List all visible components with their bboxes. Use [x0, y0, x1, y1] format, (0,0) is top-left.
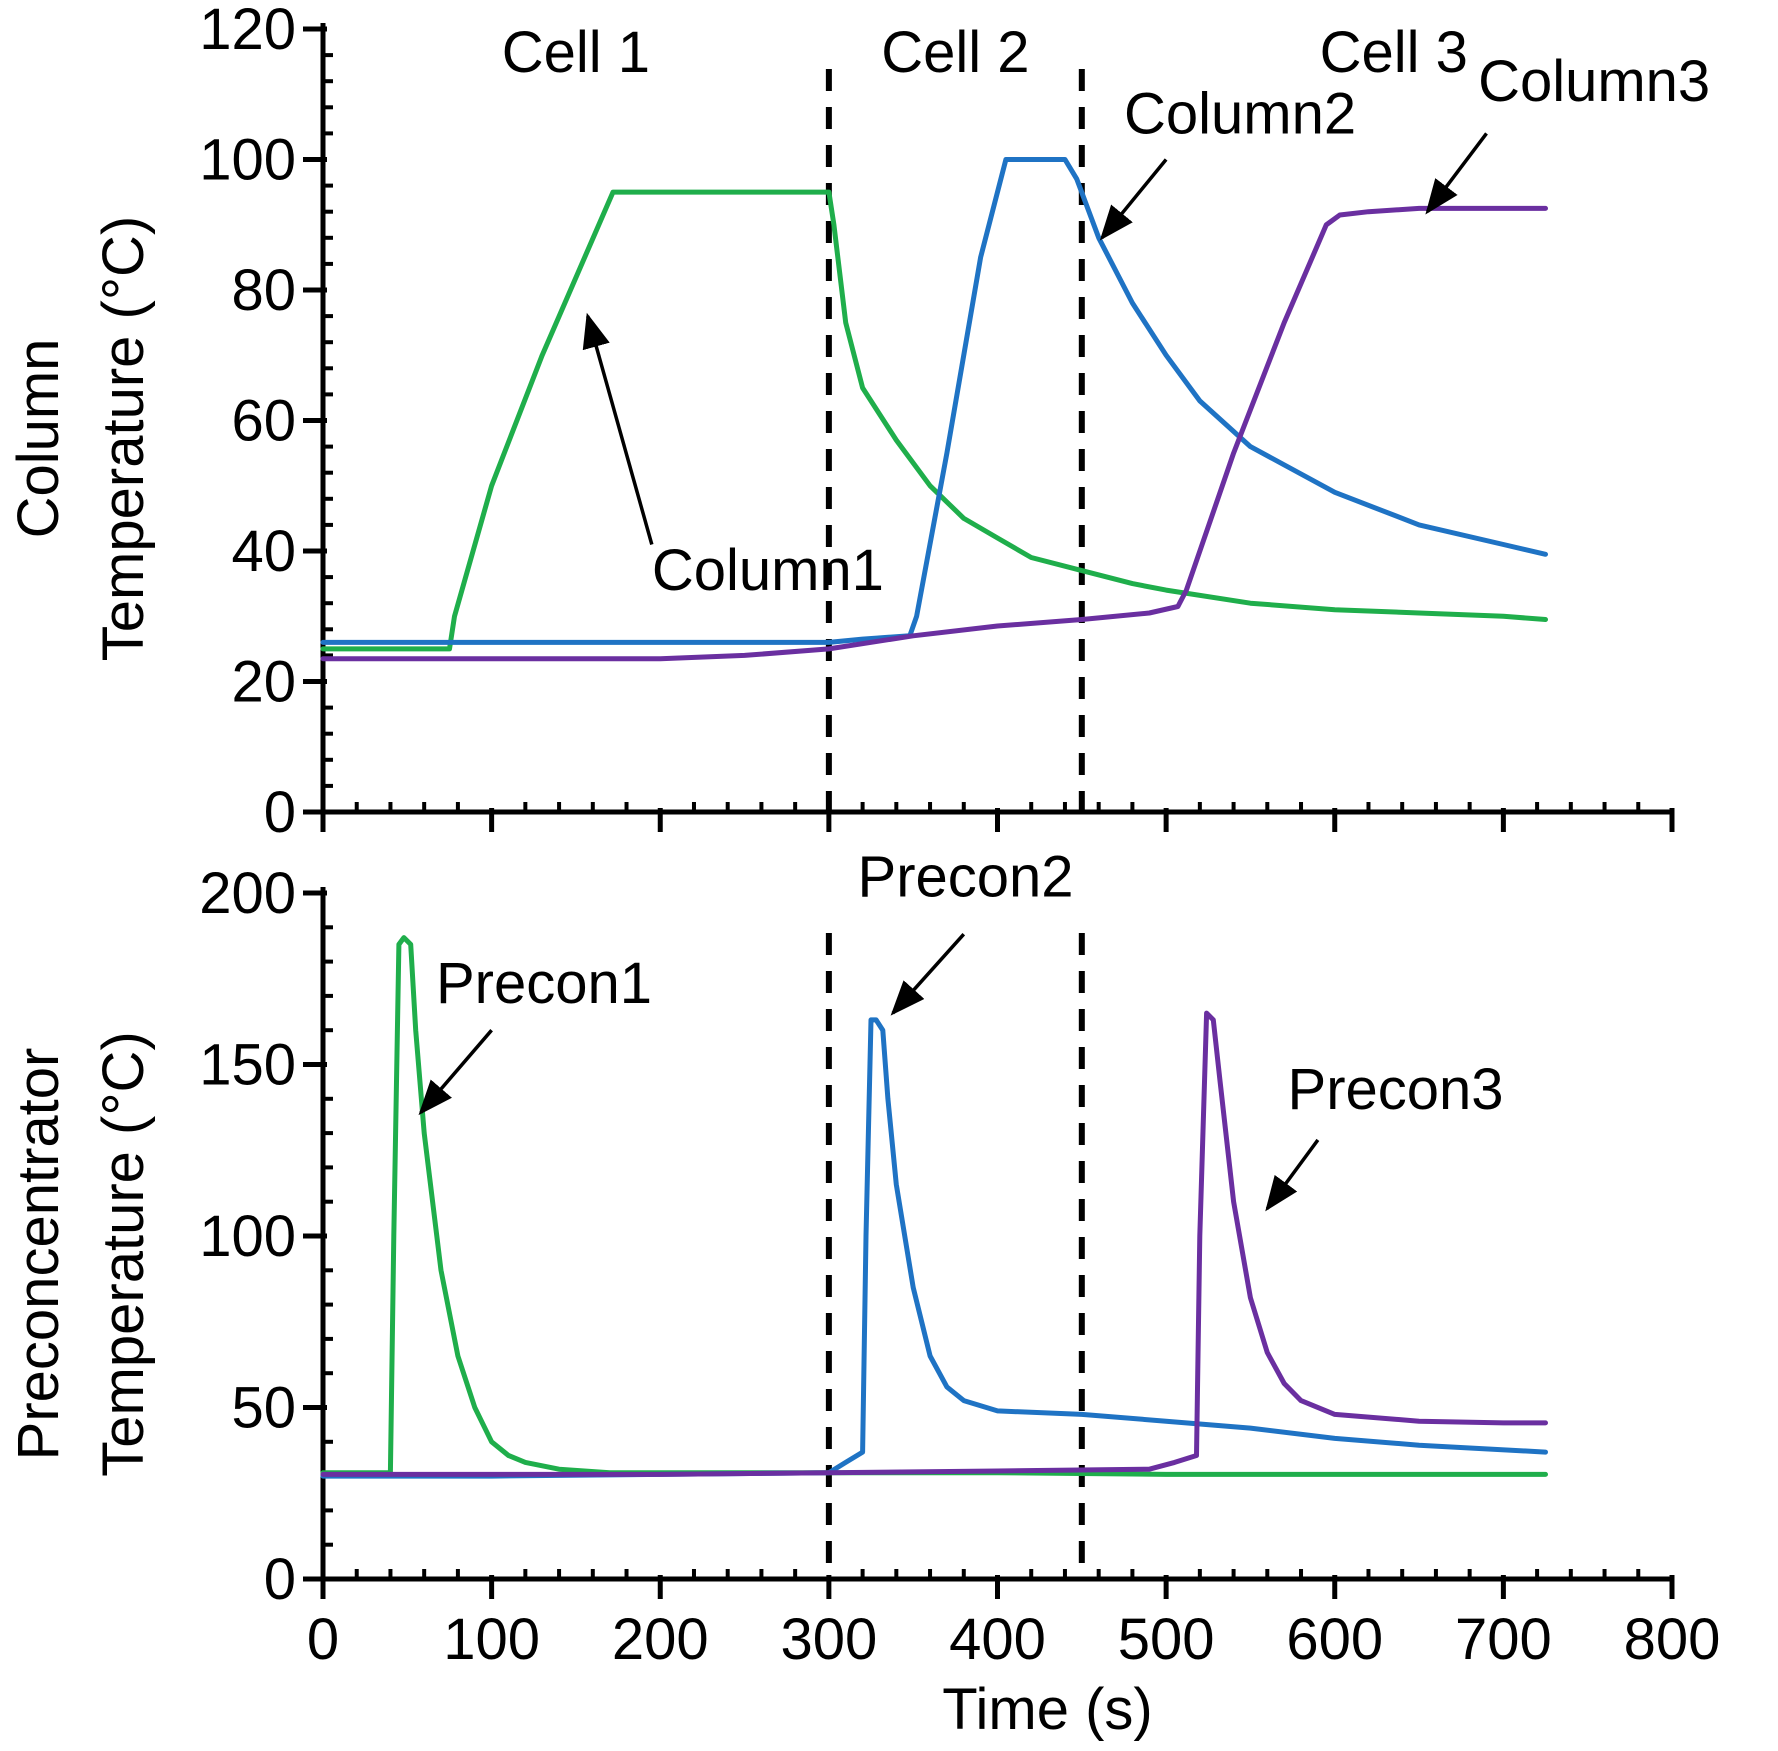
series-line-column1 — [320, 189, 1548, 652]
annotation-label: Precon1 — [436, 951, 652, 1016]
annotation-arrow — [418, 1029, 493, 1116]
series-line-precon3 — [320, 1010, 1548, 1477]
y-tick-label: 0 — [264, 1547, 296, 1612]
y-tick-label: 60 — [231, 389, 296, 454]
y-tick-label: 150 — [199, 1033, 296, 1098]
x-tick-label: 300 — [780, 1607, 877, 1672]
y-tick-label: 0 — [264, 780, 296, 845]
annotation-arrow — [1099, 158, 1168, 241]
annotation-label: Column3 — [1478, 49, 1710, 114]
cell-label: Cell 3 — [1320, 20, 1468, 85]
annotation-arrow — [582, 312, 654, 545]
cell-label: Cell 1 — [502, 20, 650, 85]
chart-root: 0 20 40 60 80 100 120 Column Temperature (°C) Cel… — [6, 0, 1720, 1742]
y-tick-label: 200 — [199, 861, 296, 926]
annotation-arrow — [890, 932, 966, 1016]
y-axis-title-line: Preconcentrator — [6, 1048, 71, 1461]
y-axis-title-line: Column — [6, 339, 71, 539]
annotation-arrow — [1425, 132, 1488, 215]
panel-bottom: 0 50 100 150 200 0 100 200 300 400 500 600 700 800 Tim… — [6, 844, 1720, 1742]
cell-label: Cell 2 — [881, 20, 1029, 85]
x-tick-label: 200 — [612, 1607, 709, 1672]
x-tick-label: 0 — [307, 1607, 339, 1672]
y-tick-label: 50 — [231, 1376, 296, 1441]
y-axis-title-line: Temperature (°C) — [91, 216, 156, 661]
y-tick-label: 40 — [231, 519, 296, 584]
x-tick-label: 600 — [1286, 1607, 1383, 1672]
y-tick-label: 80 — [231, 258, 296, 323]
series-line-column3 — [320, 205, 1548, 662]
x-axis-title: Time (s) — [942, 1677, 1152, 1742]
annotation-label: Column2 — [1124, 81, 1356, 146]
y-tick-label: 20 — [231, 650, 296, 715]
x-tick-label: 800 — [1624, 1607, 1721, 1672]
annotation-arrow — [1265, 1138, 1320, 1212]
y-tick-label: 120 — [199, 0, 296, 62]
x-tick-label: 100 — [443, 1607, 540, 1672]
y-tick-label: 100 — [199, 128, 296, 193]
series-line-precon2 — [320, 1017, 1548, 1479]
annotation-label: Precon3 — [1288, 1057, 1504, 1122]
series-line-column2 — [320, 157, 1548, 645]
y-axis-title-line: Temperature (°C) — [91, 1031, 156, 1476]
annotation-label: Column1 — [652, 538, 884, 603]
x-tick-label: 400 — [949, 1607, 1046, 1672]
y-tick-label: 100 — [199, 1204, 296, 1269]
x-tick-label: 500 — [1118, 1607, 1215, 1672]
x-tick-label: 700 — [1455, 1607, 1552, 1672]
series-line-precon1 — [320, 935, 1548, 1477]
annotation-label: Precon2 — [858, 844, 1074, 909]
panel-top: 0 20 40 60 80 100 120 Column Temperature (°C) Cel… — [6, 0, 1710, 845]
